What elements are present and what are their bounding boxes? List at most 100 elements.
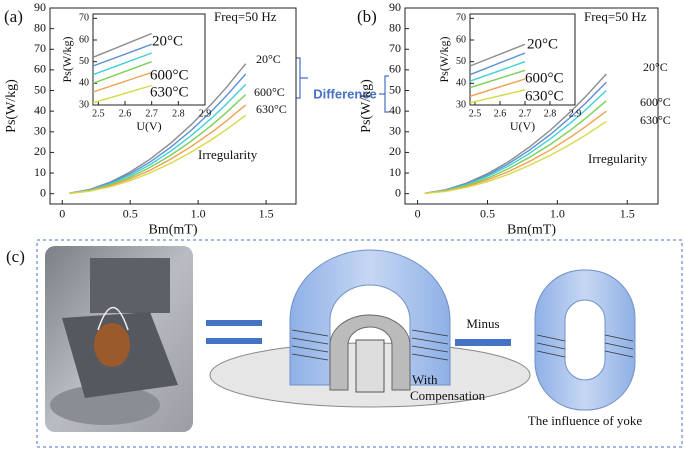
annotation: 20°C <box>527 36 558 52</box>
series-line <box>92 52 152 76</box>
series-line <box>469 89 526 104</box>
annotation: 630°C <box>150 84 189 100</box>
y-tick-label: 70 <box>456 13 466 24</box>
x-axis-label: Bm(mT) <box>507 223 556 238</box>
series-line <box>469 43 526 67</box>
series-line <box>92 61 152 84</box>
y-tick-label: 50 <box>79 56 89 67</box>
x-tick-label: 2.5 <box>469 108 482 119</box>
x-tick-label: 2.6 <box>494 108 507 119</box>
y-tick-label: 60 <box>79 34 89 45</box>
series-line <box>469 78 526 98</box>
x-tick-label: 1.5 <box>259 207 274 221</box>
y-tick-label: 40 <box>79 78 89 89</box>
series-line <box>92 71 152 93</box>
series-line <box>92 84 152 104</box>
x-tick-label: 0 <box>415 207 421 221</box>
y-tick-label: 50 <box>456 56 466 67</box>
annotation: 630°C <box>525 88 564 104</box>
y-tick-label: 30 <box>79 99 89 110</box>
caption: With <box>412 372 438 387</box>
x-tick-label: 1.0 <box>550 207 565 221</box>
x-tick-label: 0.5 <box>123 207 138 221</box>
series-line <box>469 52 526 76</box>
y-tick-label: 90 <box>34 0 46 14</box>
annotation: 20°C <box>256 52 281 66</box>
x-axis-label: U(V) <box>136 119 161 133</box>
annotation: 630°C <box>640 113 671 127</box>
y-tick-label: 50 <box>34 82 46 96</box>
x-tick-label: 1.5 <box>620 207 635 221</box>
y-tick-label: 40 <box>456 78 466 89</box>
y-tick-label: 60 <box>389 62 401 76</box>
annotation: Irregularity <box>198 147 258 162</box>
x-tick-label: 2.9 <box>199 108 212 119</box>
annotation: Freq=50 Hz <box>214 9 277 24</box>
y-tick-label: 20 <box>389 144 401 158</box>
series-line <box>469 69 526 89</box>
annotation: 600°C <box>525 70 564 86</box>
caption: The influence of yoke <box>528 413 643 428</box>
equals-sign <box>206 320 262 344</box>
annotation: Irregularity <box>588 151 648 166</box>
difference-label: Difference <box>313 86 377 101</box>
caption: Compensation <box>410 388 486 403</box>
annotation: 600°C <box>150 67 189 83</box>
annotation: 20°C <box>643 60 668 74</box>
y-tick-label: 30 <box>34 124 46 138</box>
annotation: 600°C <box>640 95 671 109</box>
y-axis-label: Ps(W/kg) <box>4 79 19 133</box>
yoke-ring <box>534 269 636 411</box>
x-tick-label: 2.6 <box>119 108 132 119</box>
x-tick-label: 1.0 <box>191 207 206 221</box>
y-axis-label: Ps(W/kg) <box>437 37 451 83</box>
panel-label: (c) <box>6 247 25 266</box>
y-tick-label: 30 <box>456 99 466 110</box>
annotation: Freq=50 Hz <box>584 9 647 24</box>
series-line <box>68 114 247 195</box>
series-line <box>424 120 607 195</box>
y-tick-label: 90 <box>389 0 401 14</box>
y-tick-label: 30 <box>389 124 401 138</box>
x-tick-label: 0 <box>59 207 65 221</box>
x-tick-label: 2.8 <box>544 108 557 119</box>
photo <box>45 246 193 432</box>
y-tick-label: 70 <box>79 13 89 24</box>
y-tick-label: 70 <box>34 41 46 55</box>
series-line <box>92 43 152 67</box>
y-tick-label: 40 <box>34 103 46 117</box>
caption: Minus <box>466 316 499 331</box>
series-line <box>68 104 247 195</box>
x-tick-label: 0.5 <box>480 207 495 221</box>
annotation: 20°C <box>152 33 183 49</box>
annotation: 600°C <box>254 85 285 99</box>
x-tick-label: 2.5 <box>92 108 105 119</box>
x-tick-label: 2.9 <box>569 108 582 119</box>
x-tick-label: 2.7 <box>519 108 532 119</box>
series-line <box>469 61 526 82</box>
y-tick-label: 80 <box>389 20 401 34</box>
x-tick-label: 2.8 <box>172 108 185 119</box>
y-tick-label: 0 <box>40 185 46 199</box>
y-tick-label: 20 <box>34 144 46 158</box>
difference-brackets <box>296 57 389 113</box>
minus-sign <box>455 339 511 346</box>
y-tick-label: 70 <box>389 41 401 55</box>
x-axis-label: Bm(mT) <box>149 223 198 238</box>
y-axis-label: Ps(W/kg) <box>359 79 374 133</box>
y-tick-label: 10 <box>389 165 401 179</box>
y-tick-label: 40 <box>389 103 401 117</box>
x-tick-label: 2.7 <box>145 108 158 119</box>
series-line <box>92 32 152 58</box>
y-tick-label: 50 <box>389 82 401 96</box>
yoke-diagram <box>209 249 531 408</box>
x-axis-label: U(V) <box>510 119 535 133</box>
y-tick-label: 10 <box>34 165 46 179</box>
y-tick-label: 0 <box>395 185 401 199</box>
y-tick-label: 60 <box>456 34 466 45</box>
y-axis-label: Ps(W/kg) <box>60 37 74 83</box>
y-tick-label: 60 <box>34 62 46 76</box>
annotation: 630°C <box>256 102 287 116</box>
y-tick-label: 80 <box>34 20 46 34</box>
